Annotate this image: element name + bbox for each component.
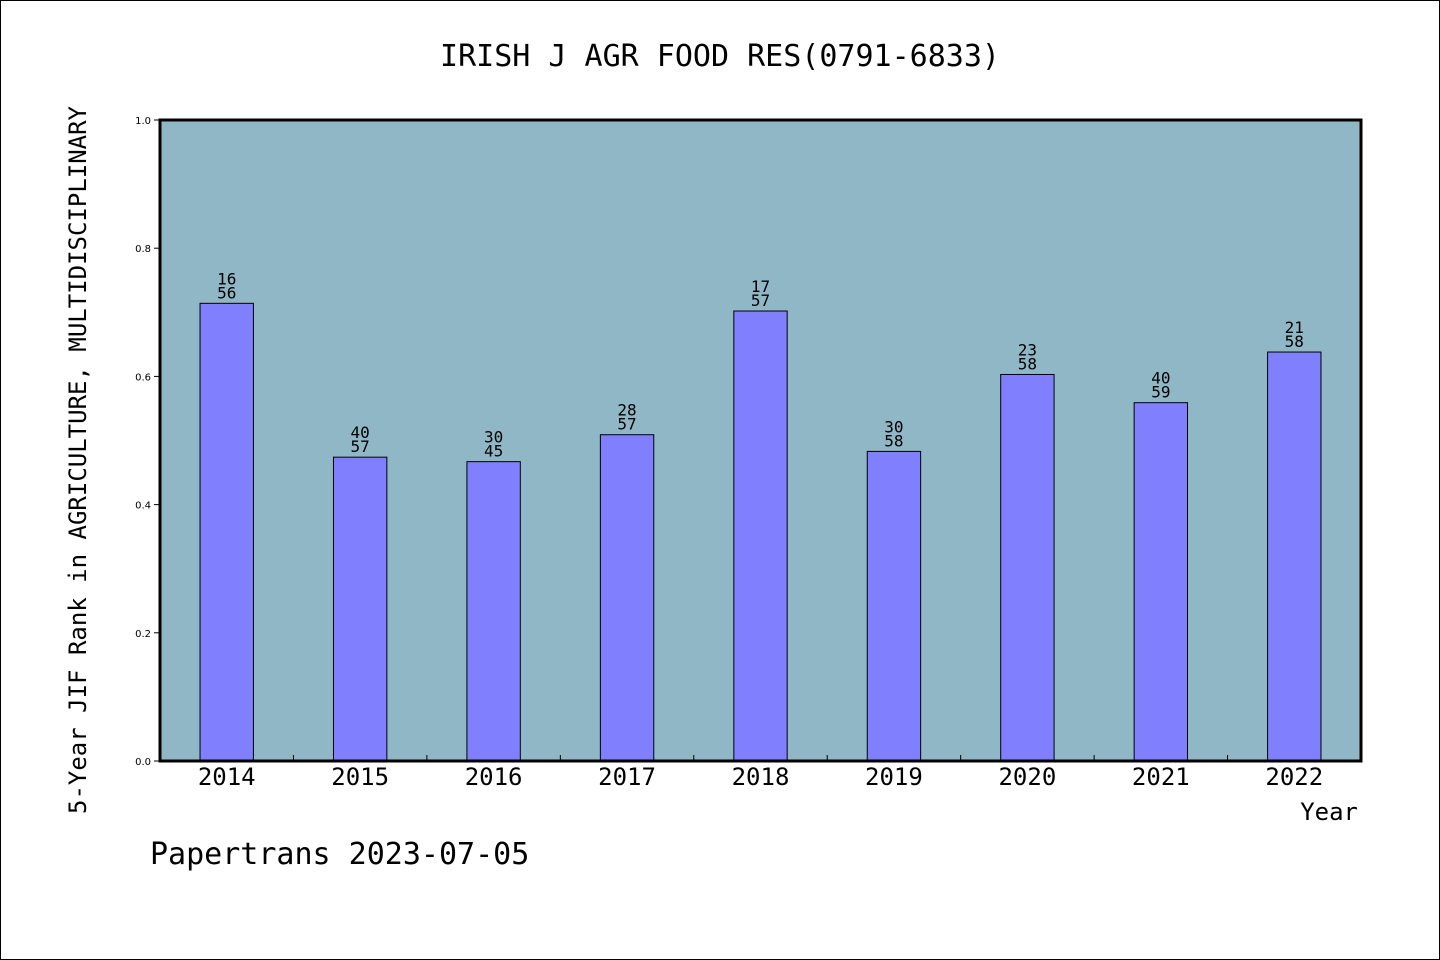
y-tick-label: 1.0 [135, 116, 151, 127]
bar-2015 [332, 456, 388, 762]
data-label-rank-2014: 16 [217, 269, 236, 288]
chart-title: IRISH J AGR FOOD RES(0791-6833) [440, 39, 1000, 74]
data-label-rank-2017: 28 [617, 401, 636, 420]
data-label-total-2019: 58 [884, 431, 903, 450]
data-label-total-2021: 59 [1151, 383, 1170, 402]
data-label-rank-2022: 21 [1285, 318, 1304, 337]
data-label-rank-2019: 30 [884, 417, 903, 436]
bar-2022 [1267, 351, 1322, 762]
bar-2016 [466, 461, 521, 762]
x-tick-label-2019: 2019 [865, 763, 923, 791]
x-tick-label-2015: 2015 [331, 763, 389, 791]
bar-2020 [1000, 373, 1055, 762]
data-label-total-2014: 56 [217, 283, 236, 302]
data-label-total-2015: 57 [351, 437, 370, 456]
data-label-rank-2016: 30 [484, 428, 503, 447]
data-label-rank-2020: 23 [1018, 340, 1037, 359]
bar-2017 [599, 434, 655, 762]
y-axis-label: 5-Year JIF Rank in AGRICULTURE, MULTIDIS… [64, 105, 92, 814]
bar-2018 [733, 310, 788, 762]
y-tick-label: 0.4 [135, 501, 151, 512]
data-label-rank-2018: 17 [751, 277, 770, 296]
x-tick-label-2017: 2017 [598, 763, 656, 791]
y-tick-label: 0.6 [135, 372, 151, 383]
x-axis-ticks: 2014 2015 2016 2017 2018 2019 2020 2021 2022 [198, 755, 1323, 791]
y-tick-label: 0.2 [135, 629, 151, 640]
data-label-total-2016: 45 [484, 442, 503, 461]
data-label-total-2018: 57 [751, 291, 770, 310]
data-label-total-2020: 58 [1018, 354, 1037, 373]
bar-2014 [199, 302, 254, 762]
x-axis-label: Year [1300, 798, 1358, 826]
x-tick-label-2014: 2014 [198, 763, 256, 791]
bar-2019 [866, 450, 922, 762]
footer-credit: Papertrans 2023-07-05 [150, 837, 529, 872]
x-tick-label-2021: 2021 [1132, 763, 1190, 791]
data-label-total-2017: 57 [617, 415, 636, 434]
bars-layer [199, 302, 1322, 762]
x-tick-label-2018: 2018 [732, 763, 790, 791]
plot-border [158, 118, 1363, 763]
y-tick-label: 0.0 [135, 757, 151, 768]
y-tick-label: 0.8 [135, 244, 151, 255]
data-label-total-2022: 58 [1285, 332, 1304, 351]
data-label-rank-2015: 40 [351, 423, 370, 442]
data-label-rank-2021: 40 [1151, 369, 1170, 388]
bar-2021 [1133, 402, 1189, 762]
x-tick-label-2022: 2022 [1265, 763, 1323, 791]
x-tick-label-2020: 2020 [998, 763, 1056, 791]
x-tick-label-2016: 2016 [465, 763, 523, 791]
y-axis-ticks: 0.0 0.2 0.4 0.6 0.8 1.0 [135, 116, 160, 768]
